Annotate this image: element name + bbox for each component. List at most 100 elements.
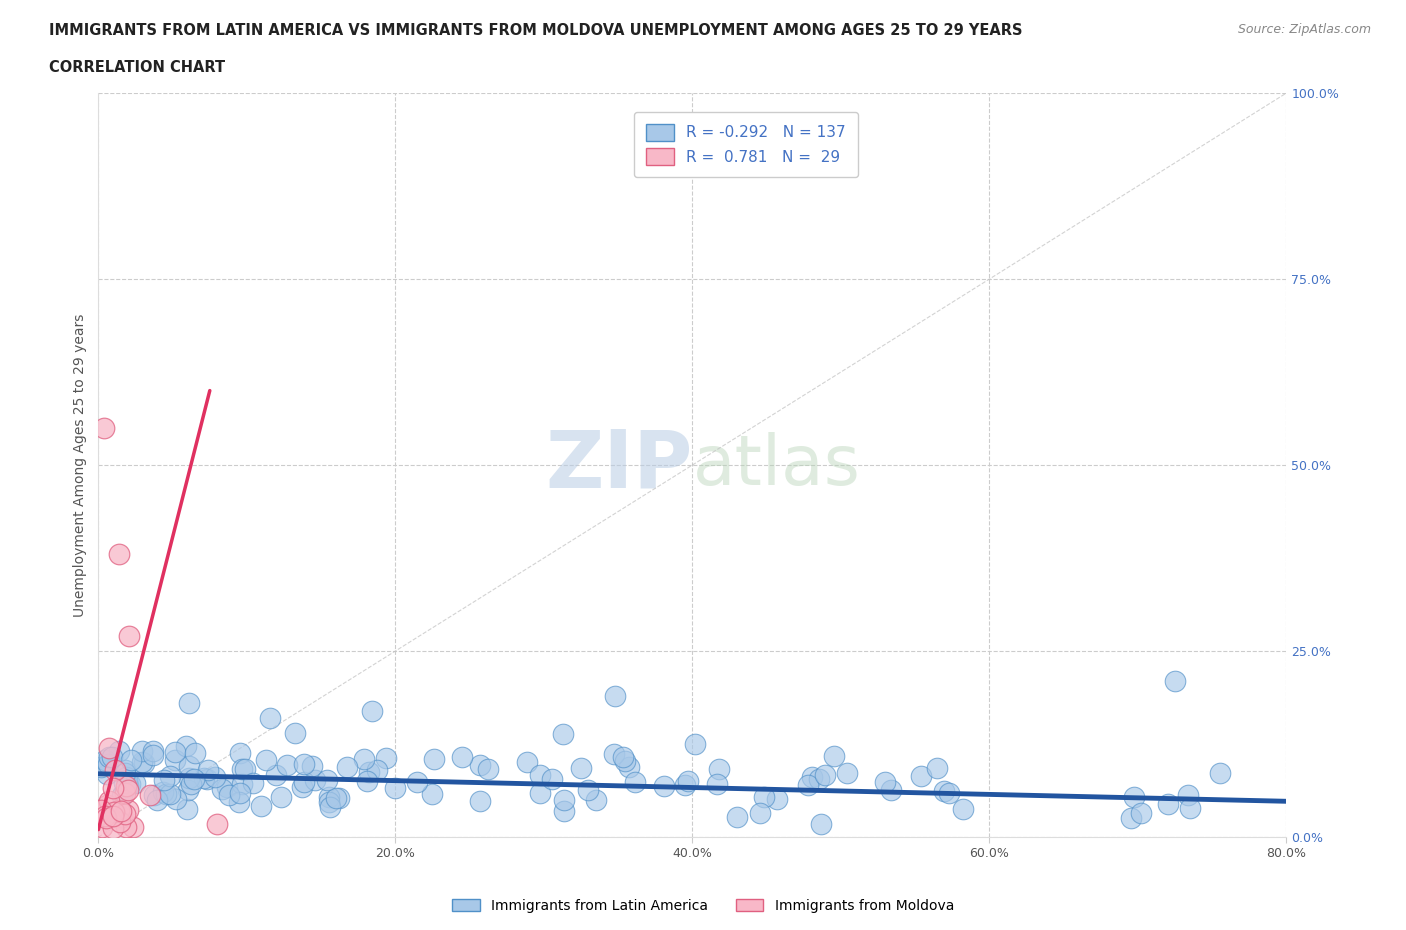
Point (90, 819, 112, 834)
Point (880, 783, 903, 798)
Point (143, 787, 166, 802)
Point (952, 802, 974, 817)
Point (218, 788, 240, 803)
Point (316, 772, 339, 787)
Point (477, 762, 499, 777)
Point (100, 806, 122, 821)
Text: Source: ZipAtlas.com: Source: ZipAtlas.com (1237, 23, 1371, 36)
Point (336, 760, 359, 775)
Text: ZIP: ZIP (546, 426, 693, 504)
Legend: Immigrants from Latin America, Immigrants from Moldova: Immigrants from Latin America, Immigrant… (447, 894, 959, 919)
Point (752, 790, 775, 804)
Legend: R = -0.292   N = 137, R =  0.781   N =  29: R = -0.292 N = 137, R = 0.781 N = 29 (634, 112, 858, 178)
Point (242, 776, 264, 790)
Point (195, 771, 218, 786)
Point (1180, 801, 1202, 816)
Point (204, 769, 226, 784)
Point (319, 800, 342, 815)
Point (159, 786, 181, 801)
Point (104, 763, 127, 777)
Point (117, 803, 139, 817)
Point (96, 767, 118, 782)
Point (810, 817, 832, 831)
Point (103, 780, 125, 795)
Point (1121, 811, 1143, 826)
Point (585, 792, 607, 807)
Point (117, 782, 139, 797)
Point (94, 810, 117, 825)
Point (357, 764, 380, 779)
Point (93, 420, 115, 435)
Point (291, 780, 314, 795)
Point (1209, 765, 1232, 780)
Point (420, 787, 443, 802)
Point (94, 752, 117, 767)
Point (114, 806, 136, 821)
Point (98, 793, 121, 808)
Point (110, 788, 132, 803)
Point (292, 775, 315, 790)
Point (117, 778, 139, 793)
Point (808, 771, 831, 786)
Point (117, 772, 139, 787)
Point (356, 774, 378, 789)
Point (183, 771, 205, 786)
Point (115, 819, 138, 834)
Point (179, 696, 201, 711)
Point (112, 776, 135, 790)
Point (813, 767, 835, 782)
Point (114, 765, 136, 780)
Text: IMMIGRANTS FROM LATIN AMERICA VS IMMIGRANTS FROM MOLDOVA UNEMPLOYMENT AMONG AGES: IMMIGRANTS FROM LATIN AMERICA VS IMMIGRA… (49, 23, 1022, 38)
Point (927, 761, 949, 776)
Point (325, 790, 347, 805)
Point (96, 798, 118, 813)
Point (529, 767, 551, 782)
Point (249, 799, 271, 814)
Point (749, 805, 772, 820)
Point (938, 785, 960, 800)
Point (709, 761, 731, 776)
Point (384, 781, 406, 796)
Point (304, 772, 326, 787)
Point (1177, 788, 1199, 803)
Point (120, 753, 142, 768)
Point (405, 775, 427, 790)
Point (259, 711, 281, 725)
Point (110, 815, 132, 830)
Point (328, 790, 350, 805)
Point (132, 755, 155, 770)
Point (163, 753, 186, 768)
Point (176, 783, 198, 798)
Point (569, 761, 592, 776)
Point (1129, 806, 1152, 821)
Point (797, 778, 820, 793)
Point (673, 777, 696, 792)
Point (375, 751, 398, 765)
Point (1122, 790, 1144, 805)
Point (103, 804, 125, 819)
Point (110, 789, 132, 804)
Point (873, 774, 896, 789)
Point (318, 794, 340, 809)
Point (540, 772, 562, 787)
Point (142, 744, 165, 759)
Point (107, 547, 129, 562)
Point (159, 768, 181, 783)
Point (94, 808, 117, 823)
Point (155, 786, 177, 801)
Point (231, 762, 253, 777)
Point (139, 787, 162, 802)
Point (1157, 796, 1180, 811)
Point (177, 759, 200, 774)
Point (835, 765, 858, 780)
Point (97, 740, 120, 755)
Point (114, 763, 136, 777)
Point (529, 786, 551, 801)
Point (153, 773, 176, 788)
Point (101, 750, 124, 764)
Point (235, 761, 257, 776)
Point (228, 745, 250, 760)
Point (652, 778, 675, 793)
Point (118, 777, 141, 792)
Point (97, 757, 120, 772)
